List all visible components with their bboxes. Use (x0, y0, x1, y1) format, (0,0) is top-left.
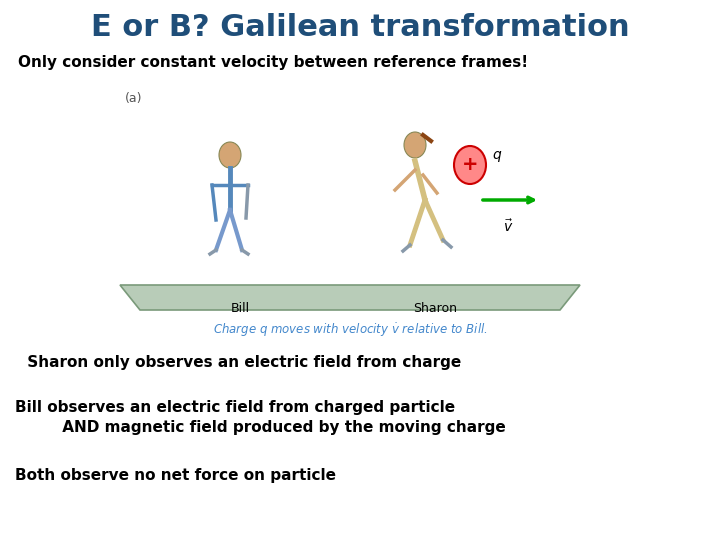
Text: AND magnetic field produced by the moving charge: AND magnetic field produced by the movin… (15, 420, 505, 435)
Text: (a): (a) (125, 92, 143, 105)
Text: E or B? Galilean transformation: E or B? Galilean transformation (91, 14, 629, 43)
Text: Bill: Bill (230, 302, 250, 315)
Ellipse shape (404, 132, 426, 158)
Text: Both observe no net force on particle: Both observe no net force on particle (15, 468, 336, 483)
Text: Sharon: Sharon (413, 302, 457, 315)
Text: q: q (492, 148, 500, 162)
Text: Charge $q$ moves with velocity $\dot{v}$ relative to Bill.: Charge $q$ moves with velocity $\dot{v}$… (212, 322, 487, 340)
Ellipse shape (219, 142, 241, 168)
Text: Sharon only observes an electric field from charge: Sharon only observes an electric field f… (22, 355, 462, 370)
Ellipse shape (454, 146, 486, 184)
Polygon shape (120, 285, 580, 310)
Text: Bill observes an electric field from charged particle: Bill observes an electric field from cha… (15, 400, 455, 415)
Text: Only consider constant velocity between reference frames!: Only consider constant velocity between … (18, 55, 528, 70)
Text: $\vec{v}$: $\vec{v}$ (503, 218, 513, 234)
Text: +: + (462, 156, 478, 174)
